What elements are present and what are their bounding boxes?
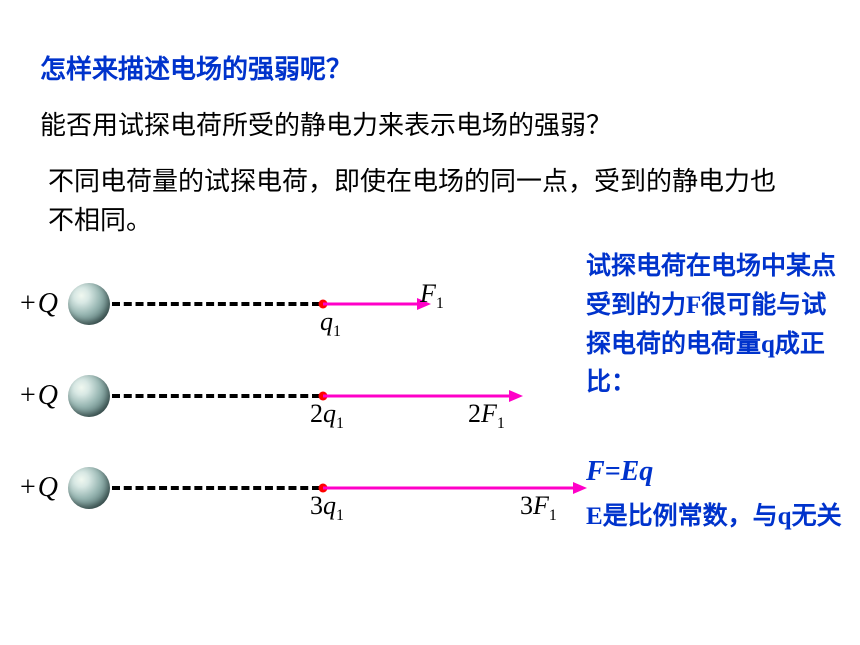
dashed-line	[112, 486, 320, 490]
source-charge-label: +Q	[20, 288, 58, 320]
sphere-icon	[68, 283, 110, 325]
diagram-row-2: +Q2q12F1	[20, 375, 620, 417]
sphere-icon	[68, 467, 110, 509]
force-arrow-line	[323, 487, 573, 490]
diagram-row-3: +Q3q13F1	[20, 467, 620, 509]
side-paragraph-2: E是比例常数，与q无关	[586, 498, 848, 537]
sphere-icon	[68, 375, 110, 417]
title-question: 怎样来描述电场的强弱呢？	[40, 50, 352, 89]
force-arrow-line	[323, 303, 417, 306]
diagram-row-1: +Qq1F1	[20, 283, 620, 325]
question-line-2: 能否用试探电荷所受的静电力来表示电场的强弱？	[40, 106, 612, 145]
source-charge-label: +Q	[20, 380, 58, 412]
side-paragraph-1: 试探电荷在电场中某点受到的力F很可能与试探电荷的电荷量q成正比：	[586, 248, 848, 403]
test-charge-label: q1	[320, 307, 341, 341]
dashed-line	[112, 394, 320, 398]
force-label: 3F1	[520, 491, 557, 525]
force-arrow-head-icon	[509, 390, 523, 402]
force-label: F1	[420, 279, 444, 313]
explanation-line: 不同电荷量的试探电荷，即使在电场的同一点，受到的静电力也不相同。	[48, 162, 798, 240]
test-charge-label: 2q1	[310, 399, 344, 433]
source-charge-label: +Q	[20, 472, 58, 504]
dashed-line	[112, 302, 320, 306]
test-charge-label: 3q1	[310, 491, 344, 525]
force-label: 2F1	[468, 399, 505, 433]
force-arrow-line	[323, 395, 509, 398]
force-arrow-head-icon	[573, 482, 587, 494]
